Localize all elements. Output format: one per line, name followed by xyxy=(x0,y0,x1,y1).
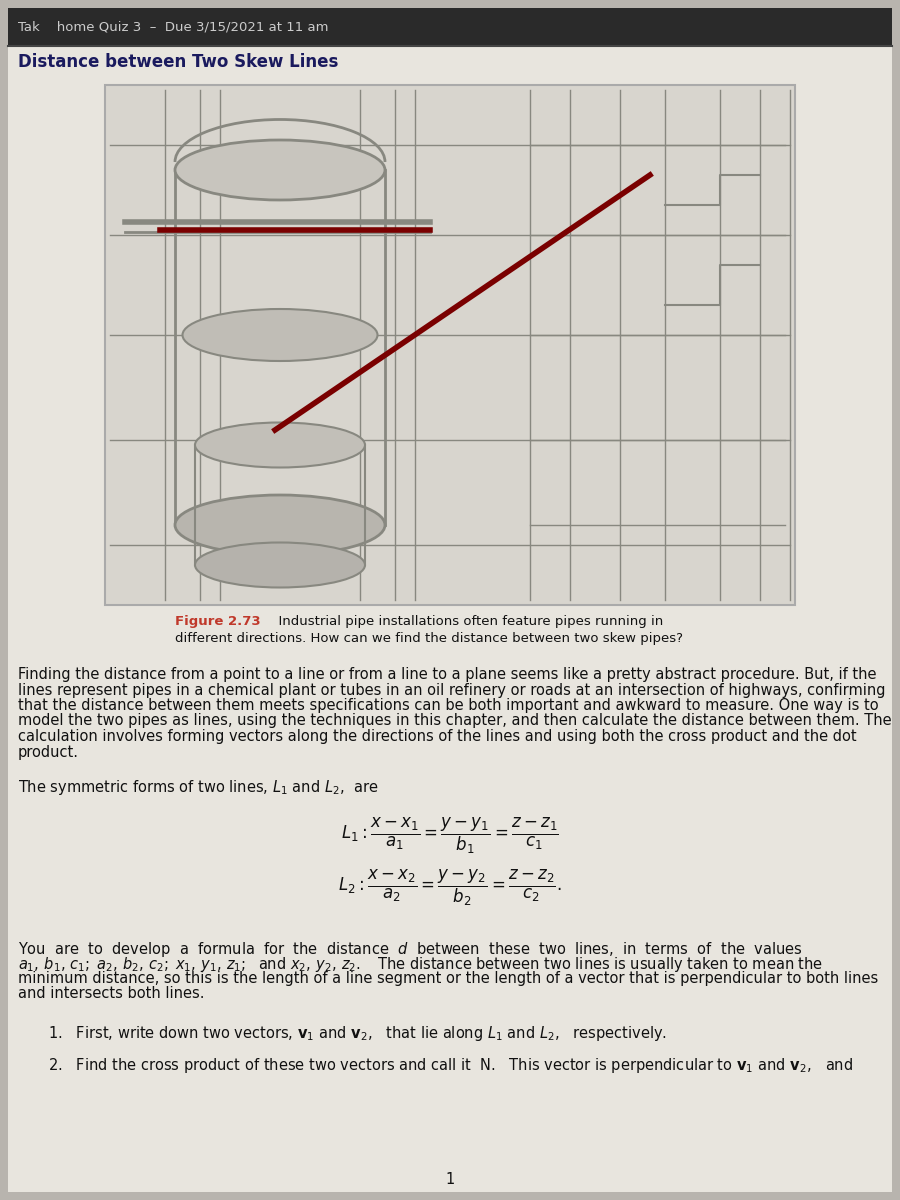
Text: Tak    home Quiz 3  –  Due 3/15/2021 at 11 am: Tak home Quiz 3 – Due 3/15/2021 at 11 am xyxy=(18,20,328,34)
FancyBboxPatch shape xyxy=(8,8,892,44)
Text: The symmetric forms of two lines, $L_1$ and $L_2$,  are: The symmetric forms of two lines, $L_1$ … xyxy=(18,778,378,797)
Text: that the distance between them meets specifications can be both important and aw: that the distance between them meets spe… xyxy=(18,698,878,713)
FancyBboxPatch shape xyxy=(105,85,795,605)
Text: 1.   First, write down two vectors, $\mathbf{v}_1$ and $\mathbf{v}_2$,   that li: 1. First, write down two vectors, $\math… xyxy=(48,1024,667,1043)
Text: calculation involves forming vectors along the directions of the lines and using: calculation involves forming vectors alo… xyxy=(18,728,857,744)
Text: Industrial pipe installations often feature pipes running in: Industrial pipe installations often feat… xyxy=(270,614,663,628)
Text: model the two pipes as lines, using the techniques in this chapter, and then cal: model the two pipes as lines, using the … xyxy=(18,714,892,728)
Text: 1: 1 xyxy=(446,1172,454,1188)
Text: lines represent pipes in a chemical plant or tubes in an oil refinery or roads a: lines represent pipes in a chemical plan… xyxy=(18,683,886,697)
Text: $L_1 : \dfrac{x - x_1}{a_1} = \dfrac{y - y_1}{b_1} = \dfrac{z - z_1}{c_1}$: $L_1 : \dfrac{x - x_1}{a_1} = \dfrac{y -… xyxy=(341,816,559,856)
Text: You  are  to  develop  a  formula  for  the  distance  $d$  between  these  two : You are to develop a formula for the dis… xyxy=(18,940,803,959)
Ellipse shape xyxy=(183,308,377,361)
Text: and intersects both lines.: and intersects both lines. xyxy=(18,986,204,1002)
Ellipse shape xyxy=(195,422,365,468)
Text: product.: product. xyxy=(18,744,79,760)
Ellipse shape xyxy=(195,542,365,588)
Text: Distance between Two Skew Lines: Distance between Two Skew Lines xyxy=(18,53,338,71)
Text: $a_1,\, b_1,\, c_1;\; a_2,\, b_2,\, c_2;\; x_1,\, y_1,\, z_1;$  and $x_2,\, y_2,: $a_1,\, b_1,\, c_1;\; a_2,\, b_2,\, c_2;… xyxy=(18,955,824,974)
Text: 2.   Find the cross product of these two vectors and call it  N.   This vector i: 2. Find the cross product of these two v… xyxy=(48,1056,853,1075)
Text: minimum distance, so this is the length of a line segment or the length of a vec: minimum distance, so this is the length … xyxy=(18,971,878,986)
Ellipse shape xyxy=(175,494,385,554)
FancyBboxPatch shape xyxy=(8,8,892,1192)
Text: Finding the distance from a point to a line or from a line to a plane seems like: Finding the distance from a point to a l… xyxy=(18,667,877,682)
Ellipse shape xyxy=(175,140,385,200)
Text: Figure 2.73: Figure 2.73 xyxy=(175,614,261,628)
Text: $L_2 : \dfrac{x - x_2}{a_2} = \dfrac{y - y_2}{b_2} = \dfrac{z - z_2}{c_2}.$: $L_2 : \dfrac{x - x_2}{a_2} = \dfrac{y -… xyxy=(338,868,562,908)
Text: different directions. How can we find the distance between two skew pipes?: different directions. How can we find th… xyxy=(175,632,683,646)
